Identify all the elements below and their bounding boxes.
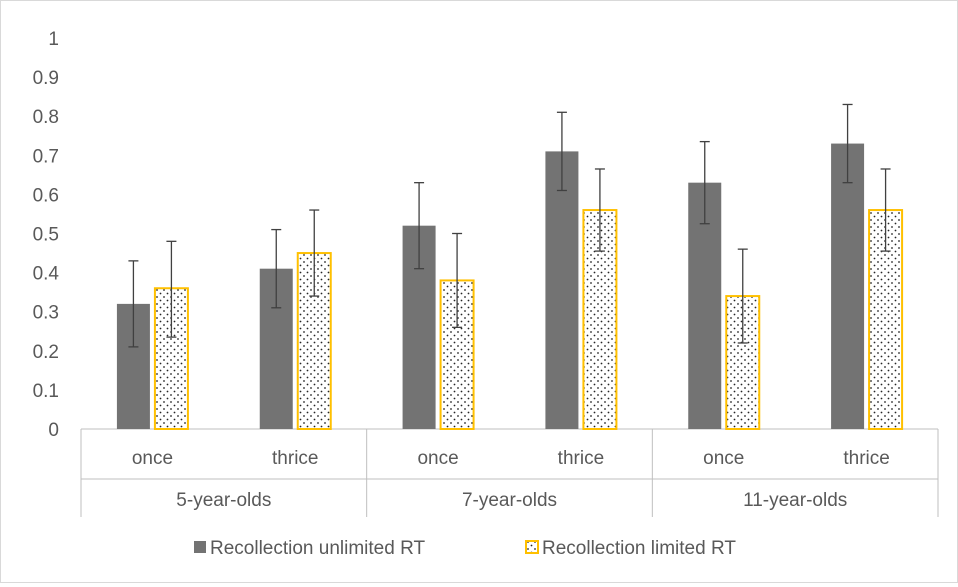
x-category-label: thrice (558, 448, 604, 469)
error-bar (699, 140, 710, 225)
y-tick-label: 0.2 (33, 342, 59, 363)
error-bar (166, 240, 177, 338)
y-tick-label: 0.5 (33, 225, 59, 246)
error-bar (594, 168, 605, 252)
legend-swatch (194, 541, 206, 553)
legend-item: Recollection unlimited RT (194, 538, 425, 559)
y-tick-label: 0.7 (33, 146, 59, 167)
x-axis-category-labels: once thrice once thrice once thrice (132, 448, 890, 469)
legend-label: Recollection limited RT (542, 538, 736, 559)
x-category-label: thrice (843, 448, 889, 469)
error-bar (271, 228, 282, 309)
error-bar (842, 103, 853, 184)
x-group-label: 7-year-olds (462, 490, 557, 511)
x-group-label: 11-year-olds (743, 490, 847, 511)
error-bar (556, 111, 567, 192)
x-axis-frame (80, 428, 939, 517)
y-tick-label: 1 (48, 29, 59, 50)
y-tick-label: 0.6 (33, 185, 59, 206)
bars (116, 143, 904, 431)
legend-swatch (525, 540, 539, 554)
error-bar (737, 248, 748, 344)
x-category-label: once (132, 448, 173, 469)
y-axis-tick-labels: 0 0.1 0.2 0.3 0.4 0.5 0.6 0.7 0.8 0.9 1 (33, 29, 60, 441)
y-tick-label: 0 (48, 420, 59, 441)
x-axis-group-labels: 5-year-olds 7-year-olds 11-year-olds (176, 490, 847, 511)
y-tick-label: 0.3 (33, 303, 59, 324)
legend-label: Recollection unlimited RT (210, 538, 425, 559)
error-bar (880, 168, 891, 252)
y-tick-label: 0.1 (33, 381, 59, 402)
x-category-label: once (703, 448, 744, 469)
x-category-label: thrice (272, 448, 318, 469)
error-bar (309, 209, 320, 297)
y-tick-label: 0.9 (33, 68, 59, 89)
error-bar (414, 182, 425, 270)
x-category-label: once (417, 448, 458, 469)
x-group-label: 5-year-olds (176, 490, 271, 511)
error-bars (128, 103, 891, 348)
legend-item: Recollection limited RT (525, 538, 736, 559)
bar-recollection-unlimited-rt (831, 143, 865, 429)
error-bar (452, 232, 463, 328)
legend: Recollection unlimited RT Recollection li… (194, 538, 736, 559)
y-tick-label: 0.4 (33, 264, 60, 285)
error-bar (128, 260, 139, 348)
y-tick-label: 0.8 (33, 107, 59, 128)
bar-recollection-unlimited-rt (545, 151, 579, 429)
